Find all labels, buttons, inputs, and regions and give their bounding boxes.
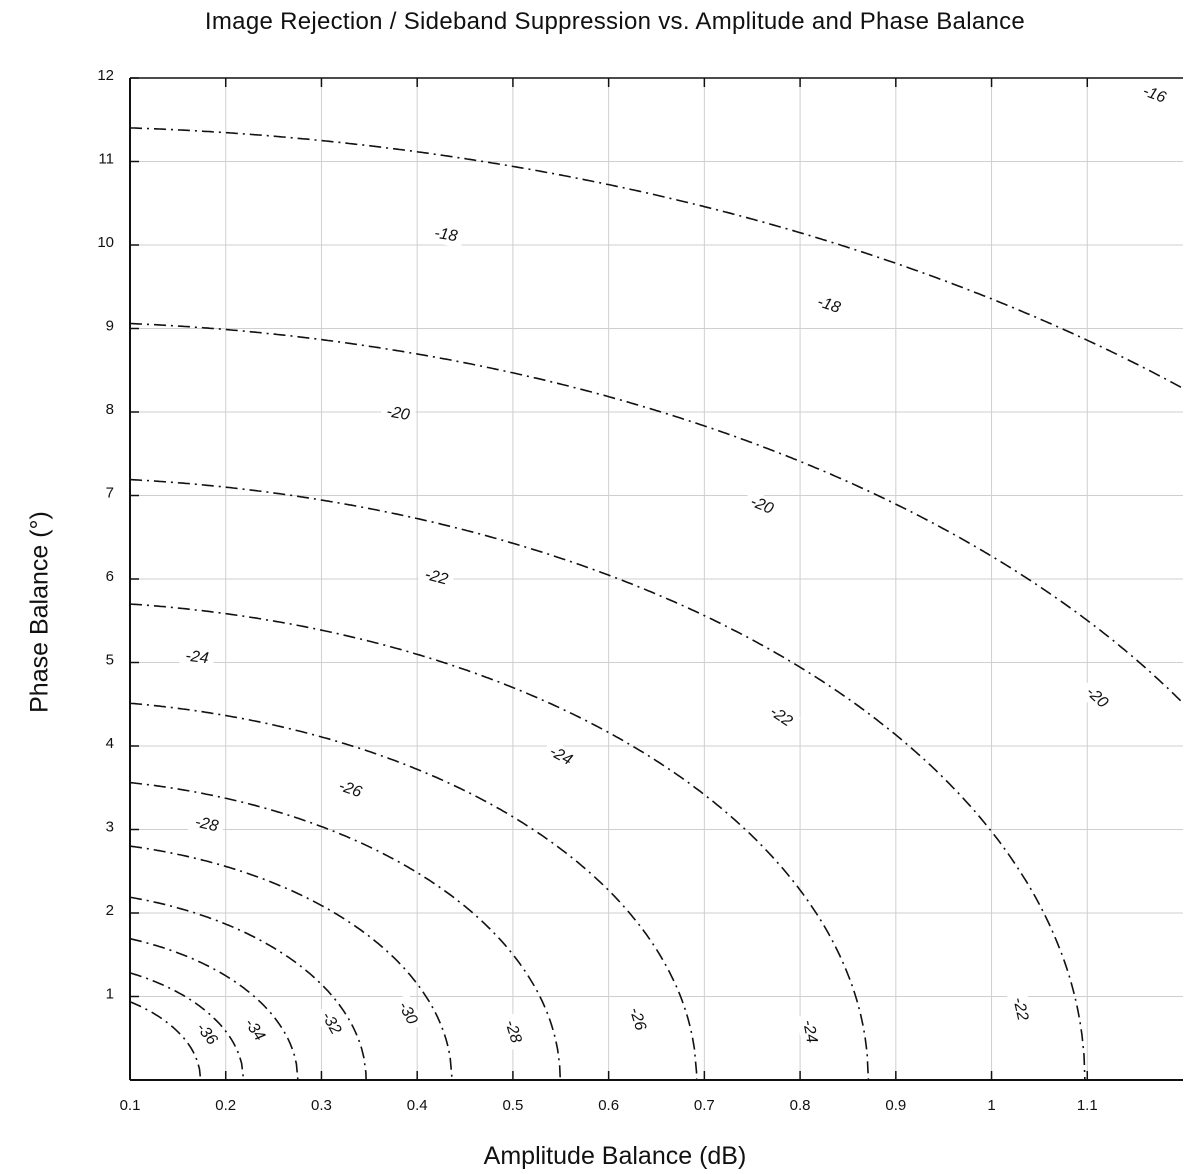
x-tick-label: 0.5 <box>502 1097 523 1114</box>
contour-line <box>129 702 698 1081</box>
contour-label: -28 <box>193 814 219 836</box>
contour-line <box>129 127 1184 390</box>
contour-label-bg <box>1134 79 1174 110</box>
y-tick-label: 2 <box>106 902 114 919</box>
axes: 0.1 0.2 0.3 0.4 0.5 0.6 0.7 0.8 0.9 1 1.1123456789… <box>97 67 1183 1114</box>
contour-labels: -16-18-18-20-20-20-22-22-22-24-24-24-26-… <box>178 79 1174 1054</box>
y-tick-label: 9 <box>106 318 114 335</box>
x-axis-label: Amplitude Balance (dB) <box>483 1142 747 1170</box>
y-axis-label: Phase Balance (°) <box>25 511 54 713</box>
contour-label-bg <box>330 774 370 805</box>
contour-label-bg <box>622 999 652 1039</box>
contour-label-bg <box>761 698 801 735</box>
contour-label: -24 <box>799 1019 820 1045</box>
contour-line <box>129 478 1086 1081</box>
contour-label: -22 <box>1009 996 1031 1022</box>
contour-label-bg <box>427 222 465 248</box>
y-tick-label: 5 <box>106 652 114 669</box>
contour-label-bg <box>236 1010 273 1050</box>
contour-line <box>129 845 453 1081</box>
contour-label: -26 <box>336 778 364 802</box>
contour-line <box>129 322 1184 704</box>
contour-label-bg <box>417 563 456 592</box>
contour-label-bg <box>809 290 849 320</box>
y-tick-label: 6 <box>106 568 114 585</box>
chart-title: Image Rejection / Sideband Suppression v… <box>204 8 1026 35</box>
contour-label: -18 <box>815 293 842 316</box>
x-tick-label: 1.1 <box>1077 1097 1098 1114</box>
y-tick-label: 10 <box>97 234 114 251</box>
contour-label: -18 <box>433 225 459 245</box>
contour-label-bg <box>1077 678 1117 717</box>
y-tick-label: 4 <box>106 735 114 752</box>
x-tick-label: 0.3 <box>311 1097 332 1114</box>
contour-line <box>129 937 299 1081</box>
y-tick-label: 1 <box>106 986 114 1003</box>
contour-label-bg <box>313 1003 349 1043</box>
y-tick-label: 11 <box>98 151 114 168</box>
contour-label-bg <box>188 1014 226 1054</box>
y-tick-label: 12 <box>97 67 114 84</box>
contour-label: -16 <box>1140 83 1168 107</box>
x-tick-label: 0.2 <box>215 1097 236 1114</box>
contour-label-bg <box>742 489 782 522</box>
x-tick-label: 0.6 <box>598 1097 619 1114</box>
contour-label: -24 <box>184 648 209 668</box>
contour-label-bg <box>379 400 417 427</box>
contour-label: -28 <box>501 1018 524 1045</box>
x-tick-label: 0.9 <box>885 1097 906 1114</box>
contour-label-bg <box>187 811 226 838</box>
contour-line <box>129 1001 202 1081</box>
contour-label-bg <box>498 1012 528 1051</box>
x-tick-label: 0.7 <box>694 1097 715 1114</box>
x-tick-label: 0.1 <box>120 1097 141 1114</box>
y-tick-label: 3 <box>106 819 114 836</box>
y-tick-label: 8 <box>106 401 114 418</box>
y-tick-label: 7 <box>106 485 114 502</box>
contour-line <box>129 896 367 1081</box>
x-tick-label: 1 <box>987 1097 995 1114</box>
contour-label: -20 <box>385 403 411 424</box>
contour-label-bg <box>1006 990 1034 1028</box>
contour-label-bg <box>541 739 581 773</box>
contour-line <box>129 781 562 1081</box>
grid-lines <box>130 78 1183 1080</box>
contour-label-bg <box>178 645 216 670</box>
contour-lines <box>129 127 1184 1081</box>
contour-label: -22 <box>423 566 450 588</box>
contour-line <box>129 603 870 1081</box>
contour-label: -26 <box>626 1006 649 1033</box>
contour-label-bg <box>390 993 425 1033</box>
contour-label-bg <box>796 1013 823 1051</box>
x-tick-label: 0.8 <box>790 1097 811 1114</box>
x-tick-label: 0.4 <box>407 1097 428 1114</box>
contour-line <box>129 972 245 1081</box>
